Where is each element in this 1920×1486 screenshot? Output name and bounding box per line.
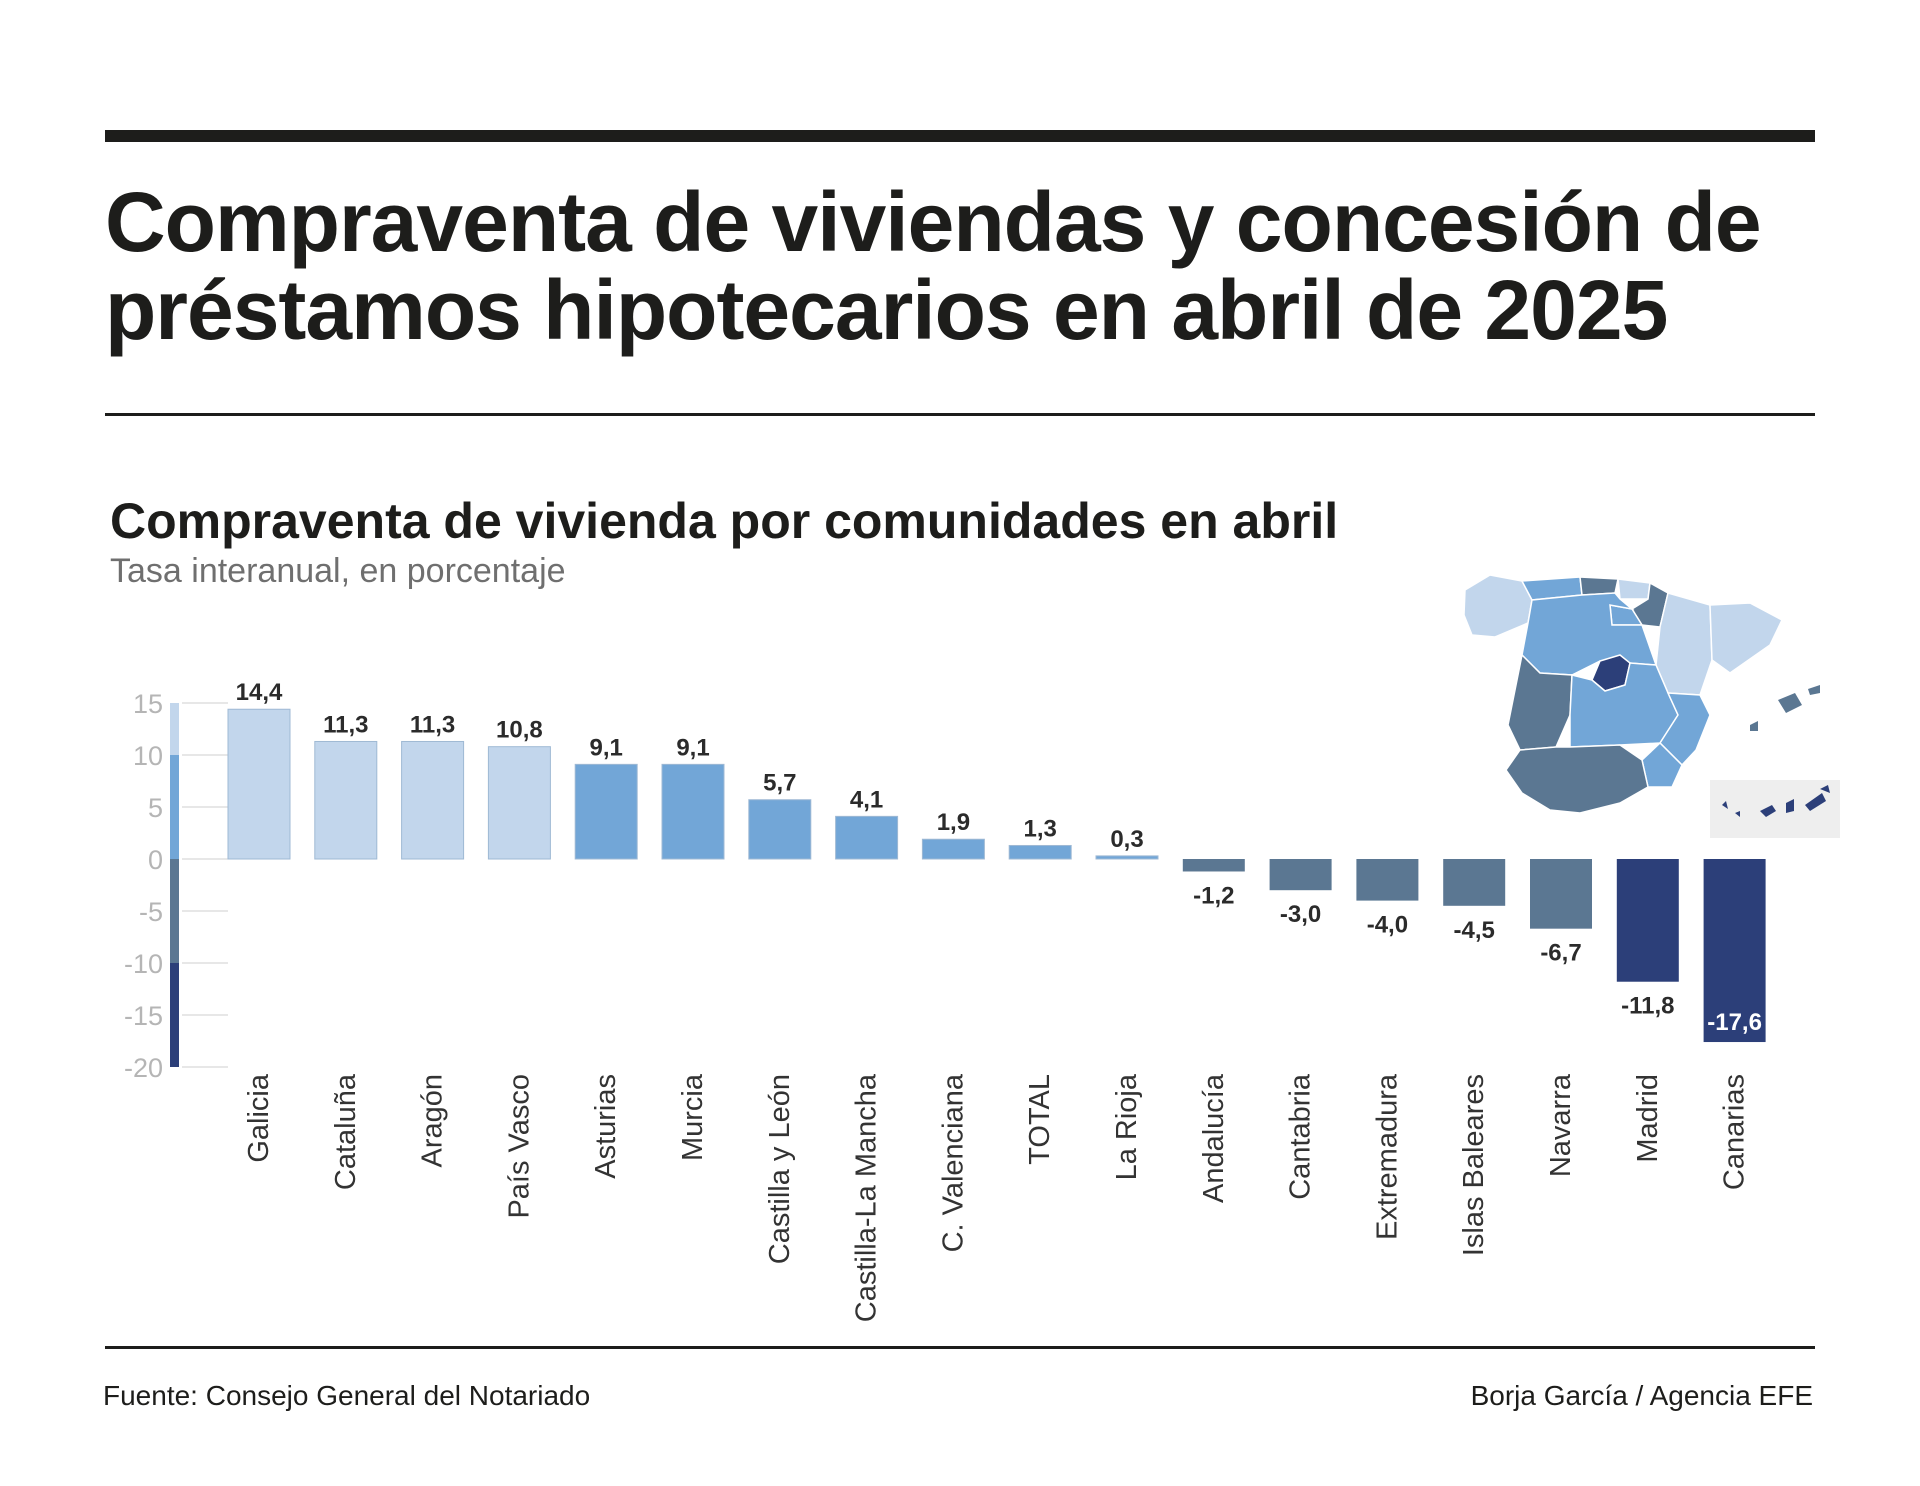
bar-10 <box>1095 855 1159 860</box>
map-region-aragon <box>1655 592 1713 696</box>
y-axis-color-segment-2 <box>170 859 179 963</box>
bar-value-label: 1,3 <box>1024 815 1057 842</box>
bar-15 <box>1530 859 1592 929</box>
bar-value-label: 11,3 <box>323 711 368 738</box>
category-label: Canarias <box>1719 1074 1751 1190</box>
category-label: Galicia <box>243 1073 275 1163</box>
bar-value-label: -6,7 <box>1540 940 1581 967</box>
bar-value-label: 4,1 <box>850 786 883 813</box>
bar-3 <box>487 746 551 860</box>
category-label: País Vasco <box>503 1074 535 1219</box>
bar-4 <box>574 763 638 860</box>
source-note: Fuente: Consejo General del Notariado <box>103 1380 591 1411</box>
bar-2 <box>401 740 465 860</box>
map-region-castilla-y-leon <box>1521 592 1658 676</box>
bar-value-label: 9,1 <box>676 734 709 761</box>
bar-value-label: 0,3 <box>1110 826 1143 853</box>
bar-17 <box>1703 859 1766 1043</box>
bar-5 <box>661 763 725 860</box>
map-inset-canarias <box>1710 780 1840 838</box>
bar-value-label: -11,8 <box>1621 993 1674 1020</box>
map-region-cataluna <box>1709 602 1783 674</box>
category-label: Asturias <box>590 1074 622 1179</box>
map-region-andalucia <box>1505 744 1649 814</box>
category-label: C. Valenciana <box>937 1073 969 1252</box>
bar-8 <box>921 838 985 860</box>
category-label: Andalucía <box>1198 1073 1230 1203</box>
bar-value-label: -3,0 <box>1280 901 1321 928</box>
y-tick-label: -5 <box>139 897 163 927</box>
y-tick-label: 10 <box>133 741 163 771</box>
bar-value-label: 1,9 <box>937 809 970 836</box>
bar-1 <box>314 740 378 860</box>
category-label: Madrid <box>1632 1074 1664 1163</box>
credit-note: Borja García / Agencia EFE <box>1470 1380 1813 1411</box>
bar-6 <box>748 799 812 860</box>
chart-title: Compraventa de vivienda por comunidades … <box>110 493 1339 549</box>
bar-0 <box>227 708 291 860</box>
y-tick-label: -10 <box>124 949 163 979</box>
bar-13 <box>1356 859 1419 901</box>
bar-value-label: 5,7 <box>763 770 796 797</box>
map-region-pais-vasco <box>1617 578 1651 600</box>
map-region-c-valenciana <box>1659 692 1711 767</box>
y-tick-label: 5 <box>148 793 163 823</box>
category-label: Castilla-La Mancha <box>851 1073 883 1322</box>
y-tick-label: 0 <box>148 845 163 875</box>
category-label: Castilla y León <box>764 1074 796 1264</box>
map-region-murcia <box>1641 741 1683 788</box>
category-label: Aragón <box>417 1074 449 1168</box>
category-label: Extremadura <box>1371 1073 1403 1240</box>
headline: Compraventa de viviendas y concesión de … <box>105 178 1865 354</box>
bar-7 <box>835 815 899 860</box>
category-label: Cataluña <box>330 1073 362 1190</box>
bar-value-label: 14,4 <box>236 679 283 706</box>
map-region-galicia <box>1463 574 1533 638</box>
bar-16 <box>1616 859 1679 982</box>
bar-value-label: -4,5 <box>1454 917 1495 944</box>
category-label: TOTAL <box>1024 1074 1056 1165</box>
bar-11 <box>1182 859 1245 872</box>
bottom-rule <box>105 1346 1815 1349</box>
category-label: La Rioja <box>1111 1073 1143 1180</box>
map-region-islas-baleares <box>1750 685 1820 731</box>
y-axis-color-segment-0 <box>170 703 179 755</box>
category-label: Navarra <box>1545 1073 1577 1177</box>
bar-12 <box>1269 859 1332 891</box>
spain-map <box>1463 574 1840 838</box>
y-axis-color-segment-1 <box>170 755 179 859</box>
category-label: Murcia <box>677 1073 709 1161</box>
bar-chart: 15 10 5 0 -5 -10 -15 -20 14,4 Galicia 11,3 Cataluña… <box>124 679 1766 1322</box>
map-region-cantabria <box>1579 576 1619 596</box>
bar-9 <box>1008 844 1072 860</box>
y-tick-label: -15 <box>124 1001 163 1031</box>
headline-line-2: préstamos hipotecarios en abril de 2025 <box>105 263 1668 357</box>
bar-value-label: 9,1 <box>590 734 623 761</box>
bar-value-label: 10,8 <box>496 717 543 744</box>
headline-line-1: Compraventa de viviendas y concesión de <box>105 175 1762 269</box>
y-tick-label: 15 <box>133 689 163 719</box>
bar-value-label: 11,3 <box>410 711 455 738</box>
y-axis-color-segment-3 <box>170 963 179 1067</box>
bar-14 <box>1443 859 1506 906</box>
bar-value-label: -4,0 <box>1367 912 1408 939</box>
bar-value-label: -1,2 <box>1193 882 1234 909</box>
category-label: Cantabria <box>1285 1073 1317 1200</box>
top-rule <box>105 130 1815 142</box>
y-tick-label: -20 <box>124 1053 163 1083</box>
chart-subtitle: Tasa interanual, en porcentaje <box>110 552 566 590</box>
bar-value-label: -17,6 <box>1707 1009 1762 1036</box>
category-label: Islas Baleares <box>1458 1074 1490 1256</box>
mid-rule <box>105 413 1815 416</box>
